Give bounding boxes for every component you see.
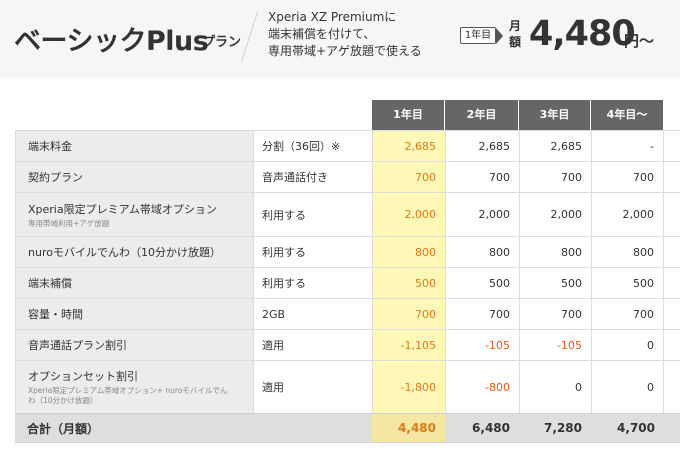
row-detail: 音声通話付き — [253, 162, 372, 192]
monthly-label: 月額 — [509, 19, 522, 49]
total-row: 合計（月額） 4,480 6,480 7,280 4,700 — [15, 413, 680, 443]
cell-year2: -105 — [445, 330, 519, 360]
row-label: 容量・時間 — [15, 299, 253, 329]
cell-year3: -105 — [519, 330, 591, 360]
table-row: 端末料金 分割（36回）※ 2,685 2,685 2,685 - — [15, 130, 680, 161]
row-detail: 利用する — [253, 268, 372, 298]
row-label-text: 端末料金 — [28, 140, 72, 153]
plan-title-suffix: プラン — [202, 35, 242, 50]
plan-header: ベーシックPlus プラン Xperia XZ Premiumに 端末補償を付け… — [0, 0, 680, 78]
total-year1: 4,480 — [372, 414, 445, 442]
table-row: 契約プラン 音声通話付き 700 700 700 700 — [15, 161, 680, 192]
column-header-year1: 1年目 — [372, 100, 445, 130]
row-detail: 適用 — [253, 330, 372, 360]
cell-year4: 800 — [591, 237, 664, 267]
cell-year1: 500 — [372, 268, 445, 298]
cell-year1: -1,800 — [372, 361, 445, 413]
cell-year3: 700 — [519, 299, 591, 329]
row-label: 契約プラン — [15, 162, 253, 192]
plan-description-line: 端末補償を付けて、 — [268, 27, 376, 41]
row-label: nuroモバイルでんわ（10分かけ放題） — [15, 237, 253, 267]
row-label: 端末料金 — [15, 131, 253, 161]
cell-year3: 0 — [519, 361, 591, 413]
row-label: 音声通話プラン割引 — [15, 330, 253, 360]
table-row: 容量・時間 2GB 700 700 700 700 — [15, 298, 680, 329]
table-row: nuroモバイルでんわ（10分かけ放題） 利用する 800 800 800 80… — [15, 236, 680, 267]
row-detail: 利用する — [253, 193, 372, 236]
cell-year1: 800 — [372, 237, 445, 267]
cell-year2: 2,000 — [445, 193, 519, 236]
cell-year1: 2,000 — [372, 193, 445, 236]
column-header-year3: 3年目 — [519, 100, 591, 130]
row-label: オプションセット割引 Xperia限定プレミアム帯域オプション+ nuroモバイ… — [15, 361, 253, 413]
cell-year4: 700 — [591, 299, 664, 329]
cell-year4: 0 — [591, 361, 664, 413]
cell-year3: 700 — [519, 162, 591, 192]
row-detail: 分割（36回）※ — [253, 131, 372, 161]
cell-year3: 2,685 — [519, 131, 591, 161]
cell-year2: 500 — [445, 268, 519, 298]
row-label: 端末補償 — [15, 268, 253, 298]
row-detail: 適用 — [253, 361, 372, 413]
total-year3: 7,280 — [544, 421, 582, 435]
cell-year4: 2,000 — [591, 193, 664, 236]
cell-year4: - — [591, 131, 664, 161]
cell-year3: 2,000 — [519, 193, 591, 236]
cell-year4: 700 — [591, 162, 664, 192]
cell-year2: 800 — [445, 237, 519, 267]
row-detail: 2GB — [253, 299, 372, 329]
monthly-price: 4,480 — [529, 14, 636, 54]
year-badge: 1年目 — [460, 27, 496, 44]
cell-year3: 800 — [519, 237, 591, 267]
row-label-text: 容量・時間 — [28, 308, 83, 321]
row-detail: 利用する — [253, 237, 372, 267]
row-label-text: 契約プラン — [28, 171, 83, 184]
row-label-text: オプションセット割引 — [28, 370, 138, 383]
total-year2: 6,480 — [472, 421, 510, 435]
cell-year4: 500 — [591, 268, 664, 298]
cell-year1: 700 — [372, 299, 445, 329]
price-unit: 円〜 — [624, 32, 655, 50]
row-label-note: 専用帯域利用+アゲ放題 — [28, 218, 110, 228]
row-label-text: 音声通話プラン割引 — [28, 339, 127, 352]
column-header-year4: 4年目〜 — [591, 100, 664, 130]
table-row: Xperia限定プレミアム帯域オプション 専用帯域利用+アゲ放題 利用する 2,… — [15, 192, 680, 236]
table-row: 音声通話プラン割引 適用 -1,105 -105 -105 0 — [15, 329, 680, 360]
plan-title: ベーシックPlus — [14, 26, 209, 57]
row-label-note: Xperia限定プレミアム帯域オプション+ nuroモバイルでんわ（10分かけ放… — [28, 386, 228, 405]
plan-description: Xperia XZ Premiumに 端末補償を付けて、 専用帯域+アゲ放題で使… — [268, 9, 422, 60]
table-row: オプションセット割引 Xperia限定プレミアム帯域オプション+ nuroモバイ… — [15, 360, 680, 413]
arrow-right-icon — [496, 28, 503, 44]
cell-year1: 2,685 — [372, 131, 445, 161]
cell-year4: 0 — [591, 330, 664, 360]
plan-description-line: 専用帯域+アゲ放題で使える — [268, 44, 422, 58]
header-divider — [240, 12, 259, 62]
cell-year1: 700 — [372, 162, 445, 192]
cell-year2: 2,685 — [445, 131, 519, 161]
cell-year1: -1,105 — [372, 330, 445, 360]
cell-year3: 500 — [519, 268, 591, 298]
cell-year2: 700 — [445, 162, 519, 192]
total-year4: 4,700 — [617, 421, 655, 435]
row-label-text: nuroモバイルでんわ（10分かけ放題） — [28, 246, 221, 259]
row-label-text: 端末補償 — [28, 277, 72, 290]
cell-year2: 700 — [445, 299, 519, 329]
total-label: 合計（月額） — [27, 421, 100, 436]
row-label: Xperia限定プレミアム帯域オプション 専用帯域利用+アゲ放題 — [15, 193, 253, 236]
plan-description-line: Xperia XZ Premiumに — [268, 10, 397, 24]
table-row: 端末補償 利用する 500 500 500 500 — [15, 267, 680, 298]
column-header-year2: 2年目 — [445, 100, 519, 130]
cell-year2: -800 — [445, 361, 519, 413]
row-label-text: Xperia限定プレミアム帯域オプション — [28, 202, 217, 216]
